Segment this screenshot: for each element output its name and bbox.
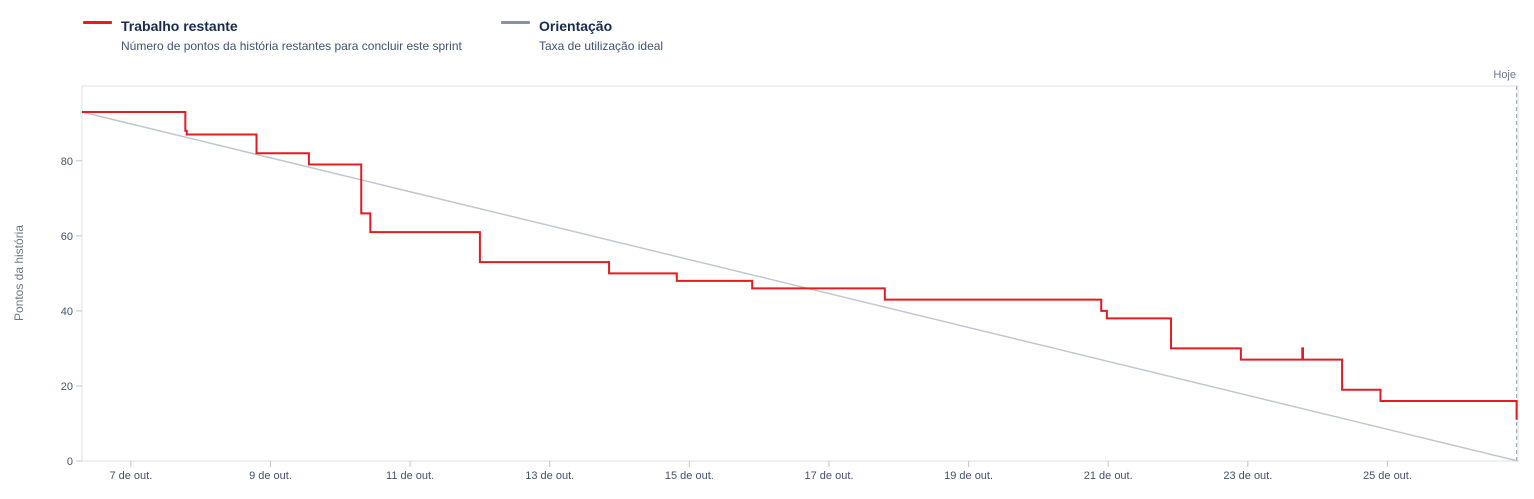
y-tick-label: 0 [67, 456, 73, 468]
legend-guideline-title: Orientação [539, 18, 613, 34]
x-tick-label: 9 de out. [249, 470, 292, 482]
guideline-line [81, 111, 1519, 462]
legend-remaining-swatch [83, 21, 112, 24]
legend-remaining-description: Número de pontos da história restantes p… [121, 39, 462, 53]
plot-frame [81, 85, 1519, 462]
y-axis-title: Pontos da história [12, 225, 26, 321]
x-tick-label: 15 de out. [665, 470, 714, 482]
y-tick-label: 20 [61, 381, 73, 393]
x-tick-label: 17 de out. [805, 470, 854, 482]
x-tick-label: 7 de out. [109, 470, 152, 482]
remaining-work-line [82, 111, 1518, 420]
y-tick-label: 40 [61, 306, 73, 318]
x-tick-label: 25 de out. [1363, 470, 1412, 482]
x-tick-label: 21 de out. [1084, 470, 1133, 482]
today-label: Hoje [1493, 69, 1516, 81]
legend-remaining-title: Trabalho restante [121, 18, 238, 34]
x-tick-label: 23 de out. [1223, 470, 1272, 482]
today-marker: Hoje [1493, 69, 1518, 461]
y-tick-label: 60 [61, 231, 73, 243]
series-layer [81, 111, 1519, 462]
x-tick-label: 19 de out. [944, 470, 993, 482]
y-tick-label: 80 [61, 156, 73, 168]
x-tick-label: 13 de out. [525, 470, 574, 482]
x-tick-label: 11 de out. [386, 470, 434, 482]
legend-guideline-description: Taxa de utilização ideal [539, 39, 664, 53]
y-axis: 0 20 40 60 80 [61, 156, 82, 468]
legend-guideline-swatch [501, 21, 530, 24]
x-axis: 7 de out. 9 de out. 11 de out. 13 de out. 15… [109, 461, 1412, 482]
